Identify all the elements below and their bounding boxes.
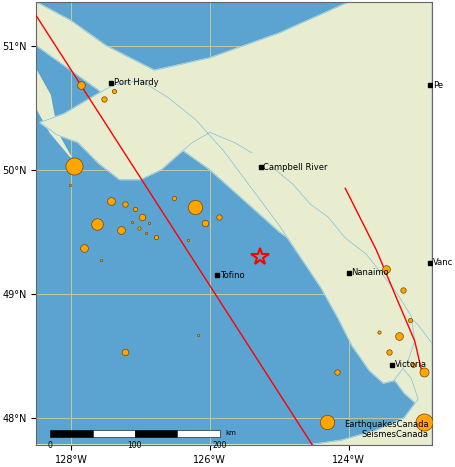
Text: Pe: Pe [433,81,443,90]
Point [420,368,427,375]
Text: EarthquakesCanada
SeismesCanada: EarthquakesCanada SeismesCanada [344,419,429,439]
Polygon shape [36,312,432,445]
Point [78,82,85,89]
Point [71,162,78,170]
Point [406,316,414,324]
Point [121,201,129,208]
Text: km: km [225,430,236,436]
Point [382,265,389,273]
Text: Victoria: Victoria [395,360,427,369]
Text: Tofino: Tofino [220,271,244,280]
Point [410,361,417,368]
Polygon shape [376,312,390,337]
Polygon shape [40,80,415,383]
Point [153,233,160,241]
Point [101,95,108,103]
Point [117,227,125,234]
Point [399,286,406,294]
Point [128,218,136,226]
Point [215,213,222,220]
Point [111,88,118,95]
Point [131,205,138,213]
Polygon shape [36,2,432,418]
Text: Campbell River: Campbell River [263,163,328,172]
Text: Nanaimo: Nanaimo [352,268,389,277]
Point [66,181,73,188]
Point [142,229,150,237]
Text: 0: 0 [48,441,53,451]
Bar [50,430,92,437]
Bar [177,430,219,437]
Point [184,237,191,244]
Point [323,418,330,425]
Text: Port Hardy: Port Hardy [114,78,159,87]
Point [334,368,341,375]
Point [170,194,177,202]
Point [138,213,146,220]
Bar [135,430,177,437]
Text: 200: 200 [212,441,227,451]
Point [94,220,101,228]
Point [385,348,393,356]
Point [194,331,202,339]
Polygon shape [36,2,71,157]
Point [121,348,129,356]
Text: Vanc: Vanc [433,258,453,267]
Text: 100: 100 [127,441,142,451]
Point [375,328,382,336]
Point [136,224,143,232]
Point [97,256,105,264]
Polygon shape [252,147,276,176]
Polygon shape [293,95,321,139]
Point [420,418,427,425]
Point [146,219,153,227]
Bar [92,430,135,437]
Point [202,219,209,227]
Point [396,332,403,340]
Point [191,203,198,211]
Point [108,197,115,205]
Point [80,244,87,252]
